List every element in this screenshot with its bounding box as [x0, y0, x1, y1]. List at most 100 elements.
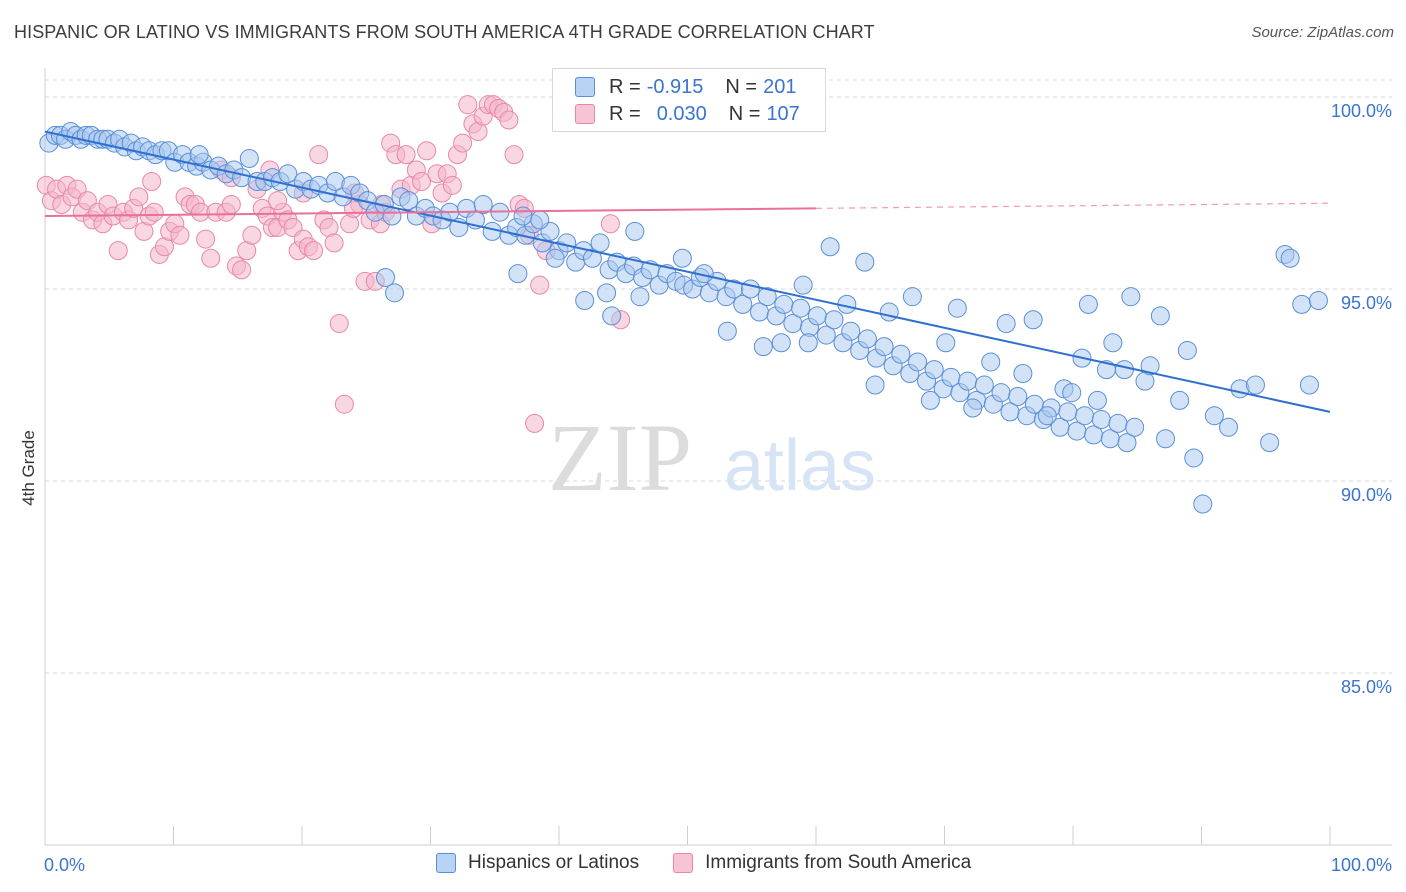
- legend-swatch-pink: [673, 853, 694, 873]
- data-point-hispanics: [1204, 406, 1224, 426]
- data-point-hispanics: [1245, 375, 1265, 395]
- data-point-hispanics: [1280, 248, 1300, 268]
- data-point-immigrants: [129, 187, 149, 207]
- watermark: ZIP atlas: [548, 404, 876, 511]
- data-point-hispanics: [278, 164, 298, 184]
- data-point-hispanics: [958, 371, 978, 391]
- legend-swatch-blue: [436, 853, 456, 873]
- data-point-immigrants: [453, 133, 473, 153]
- data-point-hispanics: [793, 275, 813, 295]
- data-point-hispanics: [1023, 310, 1043, 330]
- legend-swatch-blue: [575, 77, 595, 97]
- data-point-hispanics: [1193, 494, 1213, 514]
- data-point-hispanics: [791, 298, 811, 318]
- data-point-immigrants: [334, 394, 354, 414]
- data-point-hispanics: [807, 306, 827, 326]
- data-point-hispanics: [774, 294, 794, 314]
- data-point-hispanics: [1140, 356, 1160, 376]
- data-point-hispanics: [981, 352, 1001, 372]
- data-point-immigrants: [329, 314, 349, 334]
- data-point-immigrants: [196, 229, 216, 249]
- data-point-hispanics: [513, 206, 533, 226]
- data-point-immigrants: [412, 171, 432, 191]
- data-point-hispanics: [947, 298, 967, 318]
- legend-row-immigrants: R = 0.030 N = 107: [575, 101, 800, 127]
- data-point-immigrants: [458, 95, 478, 115]
- data-point-hispanics: [740, 279, 760, 299]
- data-point-hispanics: [879, 302, 899, 322]
- data-point-hispanics: [963, 398, 983, 418]
- data-point-hispanics: [1108, 413, 1128, 433]
- trendline-hispanics: [44, 130, 1331, 413]
- grid-layer: [45, 79, 1392, 674]
- legend-label-hispanics: Hispanics or Latinos: [468, 852, 640, 873]
- data-point-hispanics: [382, 206, 402, 226]
- data-point-hispanics: [924, 360, 944, 380]
- data-point-hispanics: [841, 321, 861, 341]
- data-point-hispanics: [1013, 363, 1033, 383]
- legend-r-value: -0.915: [646, 75, 704, 98]
- data-point-hispanics: [239, 148, 259, 168]
- data-point-hispanics: [824, 310, 844, 330]
- legend-n-value: 201: [763, 75, 797, 98]
- data-point-hispanics: [991, 383, 1011, 403]
- legend-row-hispanics: R = -0.915 N = 201: [575, 74, 796, 100]
- data-point-hispanics: [1260, 433, 1280, 453]
- chart-title: HISPANIC OR LATINO VS IMMIGRANTS FROM SO…: [14, 22, 875, 42]
- data-point-hispanics: [602, 306, 622, 326]
- legend-swatch-pink: [575, 104, 595, 124]
- data-point-hispanics: [1075, 406, 1095, 426]
- data-point-hispanics: [672, 248, 692, 268]
- data-point-immigrants: [417, 141, 437, 161]
- data-point-immigrants: [242, 225, 262, 245]
- data-point-hispanics: [816, 325, 836, 345]
- legend-r-value: 0.030: [656, 102, 707, 125]
- data-point-immigrants: [499, 110, 519, 130]
- data-point-hispanics: [1177, 340, 1197, 360]
- data-point-hispanics: [1117, 433, 1137, 453]
- legend-item-immigrants[interactable]: Immigrants from South America: [673, 852, 971, 874]
- data-point-hispanics: [857, 329, 877, 349]
- data-point-hispanics: [753, 337, 773, 357]
- x-tick-label: 0.0%: [44, 855, 85, 875]
- legend-n-label: N =: [725, 75, 758, 98]
- data-point-hispanics: [1103, 333, 1123, 353]
- data-point-hispanics: [508, 264, 528, 284]
- data-point-immigrants: [525, 413, 545, 433]
- data-point-immigrants: [221, 195, 241, 215]
- data-point-hispanics: [996, 314, 1016, 334]
- data-point-hispanics: [874, 337, 894, 357]
- data-point-hispanics: [891, 344, 911, 364]
- data-point-hispanics: [1096, 360, 1116, 380]
- data-point-hispanics: [385, 283, 405, 303]
- data-point-hispanics: [1008, 387, 1028, 407]
- legend-label-immigrants: Immigrants from South America: [705, 852, 972, 873]
- data-point-immigrants: [170, 225, 190, 245]
- legend-item-hispanics[interactable]: Hispanics or Latinos: [436, 852, 639, 874]
- data-point-hispanics: [1091, 410, 1111, 430]
- data-point-hispanics: [1087, 390, 1107, 410]
- data-point-immigrants: [144, 202, 164, 222]
- legend-n-label: N =: [728, 102, 761, 125]
- data-point-hispanics: [597, 283, 617, 303]
- data-point-hispanics: [865, 375, 885, 395]
- data-point-immigrants: [396, 145, 416, 165]
- data-point-immigrants: [324, 233, 344, 253]
- data-point-hispanics: [1299, 375, 1319, 395]
- data-point-immigrants: [600, 214, 620, 234]
- data-point-hispanics: [1308, 291, 1328, 311]
- data-point-hispanics: [1150, 306, 1170, 326]
- legend-r-label: R =: [609, 75, 641, 98]
- data-point-immigrants: [142, 171, 162, 191]
- y-axis-label: 4th Grade: [19, 430, 38, 506]
- data-point-immigrants: [304, 241, 324, 261]
- data-point-hispanics: [557, 233, 577, 253]
- data-point-immigrants: [442, 175, 462, 195]
- y-tick-label: 90.0%: [1341, 485, 1392, 505]
- data-point-hispanics: [473, 195, 493, 215]
- data-point-hispanics: [798, 333, 818, 353]
- legend-n-value: 107: [766, 102, 800, 125]
- correlation-legend: R = -0.915 N = 201 R = 0.030 N = 107: [552, 68, 826, 132]
- data-point-hispanics: [630, 287, 650, 307]
- data-point-immigrants: [108, 241, 128, 261]
